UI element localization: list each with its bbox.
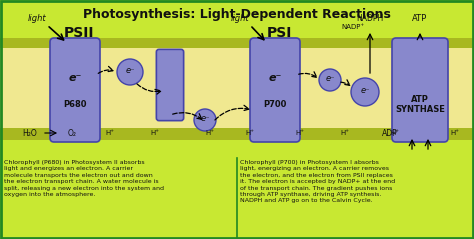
Text: H⁺: H⁺: [246, 130, 255, 136]
Text: PSII: PSII: [64, 26, 94, 40]
Circle shape: [319, 69, 341, 91]
FancyBboxPatch shape: [50, 38, 100, 142]
Text: e⁻: e⁻: [125, 65, 135, 75]
FancyBboxPatch shape: [0, 158, 474, 239]
Circle shape: [194, 109, 216, 131]
Text: e⁻: e⁻: [268, 73, 282, 83]
Text: light: light: [231, 14, 249, 23]
Text: H⁺: H⁺: [106, 130, 115, 136]
Text: H⁺: H⁺: [295, 130, 304, 136]
Text: ATP
SYNTHASE: ATP SYNTHASE: [395, 95, 445, 114]
Text: PSI: PSI: [266, 26, 292, 40]
Text: Photosynthesis: Light-Dependent Reactions: Photosynthesis: Light-Dependent Reaction…: [83, 8, 391, 21]
Text: ADP: ADP: [382, 129, 398, 137]
Text: H⁺: H⁺: [206, 130, 215, 136]
Text: Chlorophyll (P680) in Photosystem II absorbs
light and energizes an electron. A : Chlorophyll (P680) in Photosystem II abs…: [4, 160, 164, 197]
FancyBboxPatch shape: [250, 38, 300, 142]
Text: H⁺: H⁺: [340, 130, 349, 136]
Text: e⁻: e⁻: [200, 114, 210, 123]
Text: Chlorophyll (P700) in Photosystem I absorbs
light, energizing an electron. A car: Chlorophyll (P700) in Photosystem I abso…: [240, 160, 395, 203]
Text: ATP: ATP: [412, 14, 428, 23]
Text: H₂O: H₂O: [23, 129, 37, 137]
Circle shape: [117, 59, 143, 85]
Text: e⁻: e⁻: [68, 73, 82, 83]
FancyBboxPatch shape: [156, 49, 183, 121]
Text: e⁻: e⁻: [360, 86, 370, 94]
Text: NADPH: NADPH: [356, 14, 383, 23]
FancyBboxPatch shape: [0, 38, 474, 48]
Text: light: light: [27, 14, 46, 23]
Text: H⁺: H⁺: [391, 130, 400, 136]
FancyBboxPatch shape: [392, 38, 448, 142]
Text: H⁺: H⁺: [450, 130, 459, 136]
FancyBboxPatch shape: [0, 48, 474, 128]
Text: O₂: O₂: [67, 129, 76, 137]
Text: e⁻: e⁻: [325, 74, 335, 82]
FancyBboxPatch shape: [0, 128, 474, 140]
Circle shape: [351, 78, 379, 106]
Text: P680: P680: [63, 100, 87, 109]
Text: P700: P700: [264, 100, 287, 109]
Text: NADP⁺: NADP⁺: [341, 24, 365, 30]
Text: H⁺: H⁺: [151, 130, 159, 136]
